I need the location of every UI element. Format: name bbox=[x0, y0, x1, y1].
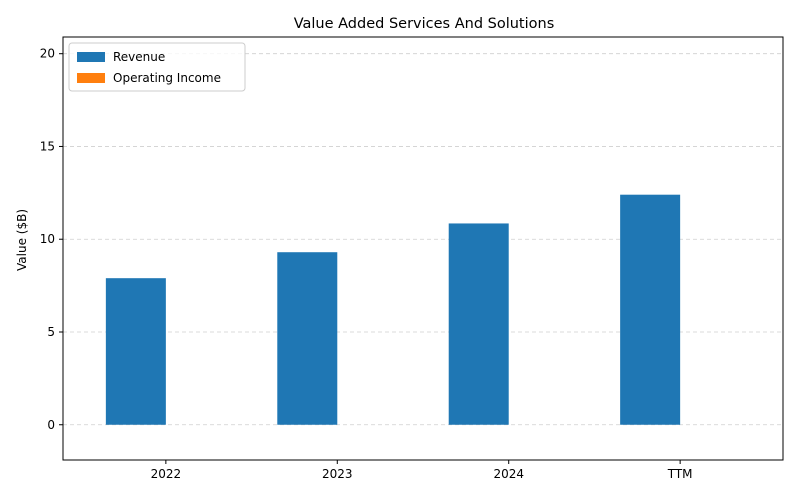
y-tick-label: 15 bbox=[40, 139, 55, 153]
chart-title: Value Added Services And Solutions bbox=[294, 16, 555, 32]
bar-revenue bbox=[105, 278, 166, 425]
legend: Revenue Operating Income bbox=[68, 42, 246, 92]
bars bbox=[105, 194, 681, 425]
legend-box bbox=[68, 42, 246, 92]
legend-label-operating-income: Operating Income bbox=[113, 71, 221, 85]
bar-revenue bbox=[620, 194, 681, 425]
plot-frame bbox=[62, 36, 784, 461]
y-tick-label: 5 bbox=[47, 325, 55, 339]
y-tick-label: 20 bbox=[40, 47, 55, 61]
x-tick-label: 2024 bbox=[493, 467, 524, 481]
x-tick-label: TTM bbox=[667, 467, 693, 481]
x-tick-label: 2022 bbox=[151, 467, 182, 481]
bar-revenue bbox=[448, 223, 509, 425]
y-axis-label: Value ($B) bbox=[15, 209, 29, 271]
legend-label-revenue: Revenue bbox=[113, 50, 165, 64]
grid-lines bbox=[63, 53, 783, 426]
x-tick-label: 2023 bbox=[322, 467, 353, 481]
y-tick-label: 0 bbox=[47, 418, 55, 432]
y-tick-label: 10 bbox=[40, 232, 55, 246]
bar-revenue bbox=[277, 252, 338, 425]
axes: 0 5 10 15 20 2022 2023 2024 TTM bbox=[40, 47, 693, 481]
legend-swatch-operating-income bbox=[77, 73, 105, 83]
legend-swatch-revenue bbox=[77, 52, 105, 62]
